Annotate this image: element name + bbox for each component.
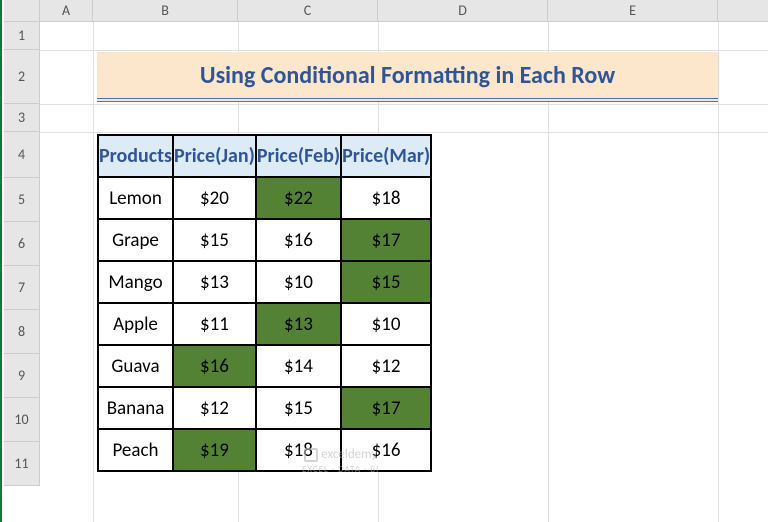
cell-price-jan[interactable]: $19 xyxy=(173,429,256,471)
cell-product[interactable]: Apple xyxy=(98,303,173,345)
page-title: Using Conditional Formatting in Each Row xyxy=(97,52,718,102)
table-row: Apple$11$13$10 xyxy=(98,303,431,345)
table-row: Peach$19$18$16 xyxy=(98,429,431,471)
header-products[interactable]: Products xyxy=(98,135,173,177)
row-header-10[interactable]: 10 xyxy=(4,398,40,442)
row-header-9[interactable]: 9 xyxy=(4,354,40,398)
cell-price-mar[interactable]: $17 xyxy=(341,387,431,429)
row-headers: 1 2 3 4 5 6 7 8 9 10 11 xyxy=(4,22,40,486)
cell-price-feb[interactable]: $13 xyxy=(256,303,341,345)
cell-price-feb[interactable]: $14 xyxy=(256,345,341,387)
cell-price-feb[interactable]: $22 xyxy=(256,177,341,219)
row-header-5[interactable]: 5 xyxy=(4,178,40,222)
cell-product[interactable]: Lemon xyxy=(98,177,173,219)
col-header-A[interactable]: A xyxy=(40,0,93,21)
header-price-jan[interactable]: Price(Jan) xyxy=(173,135,256,177)
col-header-B[interactable]: B xyxy=(93,0,238,21)
cell-product[interactable]: Mango xyxy=(98,261,173,303)
cell-product[interactable]: Grape xyxy=(98,219,173,261)
header-price-mar[interactable]: Price(Mar) xyxy=(341,135,431,177)
cell-price-feb[interactable]: $10 xyxy=(256,261,341,303)
row-header-6[interactable]: 6 xyxy=(4,222,40,266)
table-row: Mango$13$10$15 xyxy=(98,261,431,303)
cell-product[interactable]: Peach xyxy=(98,429,173,471)
row-header-3[interactable]: 3 xyxy=(4,104,40,132)
cell-price-mar[interactable]: $17 xyxy=(341,219,431,261)
row-header-4[interactable]: 4 xyxy=(4,132,40,178)
cell-price-mar[interactable]: $12 xyxy=(341,345,431,387)
col-header-D[interactable]: D xyxy=(378,0,548,21)
cell-price-jan[interactable]: $11 xyxy=(173,303,256,345)
cell-price-mar[interactable]: $10 xyxy=(341,303,431,345)
table-row: Grape$15$16$17 xyxy=(98,219,431,261)
table-row: Lemon$20$22$18 xyxy=(98,177,431,219)
column-headers: A B C D E xyxy=(4,0,768,22)
col-header-E[interactable]: E xyxy=(548,0,718,21)
table-row: Guava$16$14$12 xyxy=(98,345,431,387)
header-price-feb[interactable]: Price(Feb) xyxy=(256,135,341,177)
table-row: Banana$12$15$17 xyxy=(98,387,431,429)
cell-product[interactable]: Guava xyxy=(98,345,173,387)
select-all-corner[interactable] xyxy=(4,0,40,21)
cell-price-jan[interactable]: $20 xyxy=(173,177,256,219)
row-header-7[interactable]: 7 xyxy=(4,266,40,310)
cell-price-jan[interactable]: $15 xyxy=(173,219,256,261)
cell-price-mar[interactable]: $18 xyxy=(341,177,431,219)
cell-price-jan[interactable]: $13 xyxy=(173,261,256,303)
data-table: Products Price(Jan) Price(Feb) Price(Mar… xyxy=(97,134,432,472)
cell-product[interactable]: Banana xyxy=(98,387,173,429)
watermark: exceldemy EXCEL · DATA · BI xyxy=(302,448,379,477)
watermark-sub: EXCEL · DATA · BI xyxy=(302,464,379,475)
cell-price-feb[interactable]: $15 xyxy=(256,387,341,429)
cell-price-jan[interactable]: $16 xyxy=(173,345,256,387)
cell-price-jan[interactable]: $12 xyxy=(173,387,256,429)
col-header-C[interactable]: C xyxy=(238,0,378,21)
row-header-11[interactable]: 11 xyxy=(4,442,40,486)
row-header-8[interactable]: 8 xyxy=(4,310,40,354)
watermark-main: exceldemy xyxy=(321,447,377,462)
title-text: Using Conditional Formatting in Each Row xyxy=(200,61,615,90)
spreadsheet-grid: A B C D E xyxy=(4,0,768,22)
table-header-row: Products Price(Jan) Price(Feb) Price(Mar… xyxy=(98,135,431,177)
cell-price-mar[interactable]: $15 xyxy=(341,261,431,303)
cell-price-feb[interactable]: $16 xyxy=(256,219,341,261)
watermark-icon xyxy=(304,448,318,462)
row-header-2[interactable]: 2 xyxy=(4,50,40,104)
row-header-1[interactable]: 1 xyxy=(4,22,40,50)
